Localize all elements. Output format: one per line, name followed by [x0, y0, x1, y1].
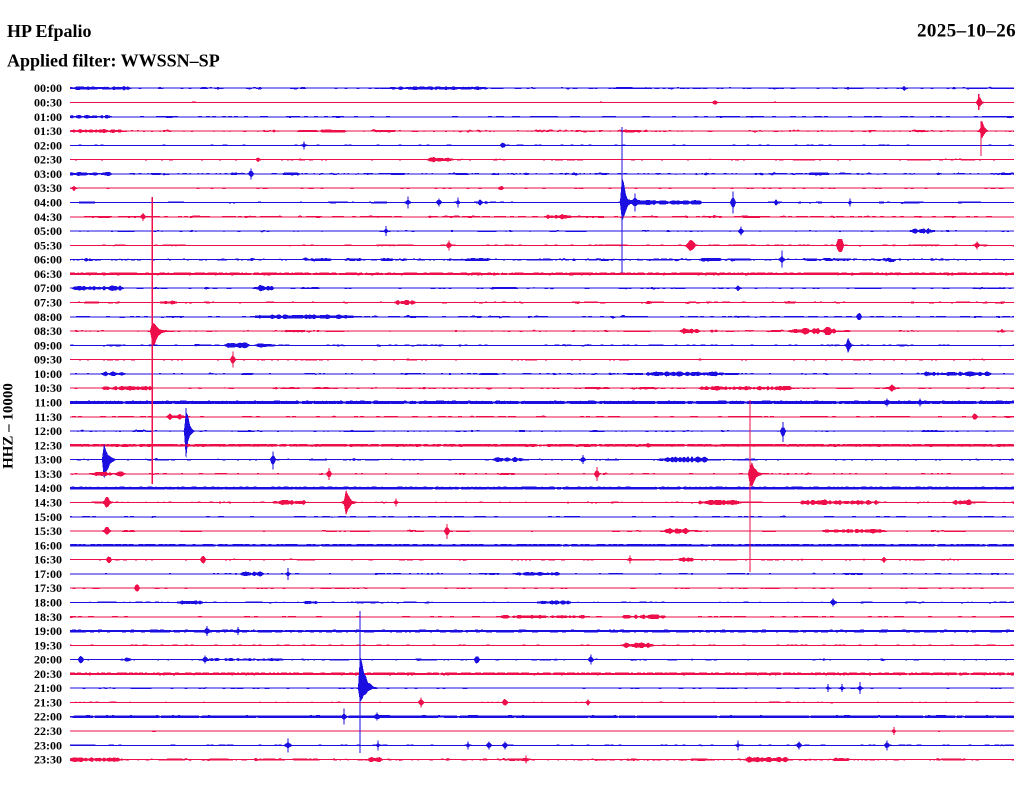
svg-text:04:00: 04:00	[34, 195, 62, 209]
svg-text:08:00: 08:00	[34, 310, 62, 324]
svg-text:12:00: 12:00	[34, 424, 62, 438]
svg-text:17:30: 17:30	[34, 581, 62, 595]
svg-text:Applied filter: WWSSN–SP: Applied filter: WWSSN–SP	[7, 51, 220, 71]
svg-text:02:30: 02:30	[34, 153, 62, 167]
svg-text:07:30: 07:30	[34, 295, 62, 309]
svg-text:07:00: 07:00	[34, 281, 62, 295]
svg-text:14:30: 14:30	[34, 495, 62, 509]
svg-text:16:00: 16:00	[34, 538, 62, 552]
svg-text:2025–10–26: 2025–10–26	[917, 21, 1016, 42]
svg-text:11:30: 11:30	[35, 410, 62, 424]
svg-text:19:30: 19:30	[34, 638, 62, 652]
svg-text:17:00: 17:00	[34, 567, 62, 581]
svg-text:05:00: 05:00	[34, 224, 62, 238]
svg-text:13:00: 13:00	[34, 453, 62, 467]
svg-text:20:30: 20:30	[34, 667, 62, 681]
svg-text:14:00: 14:00	[34, 481, 62, 495]
svg-text:HP Efpalio: HP Efpalio	[7, 21, 92, 41]
svg-text:15:00: 15:00	[34, 510, 62, 524]
svg-text:12:30: 12:30	[34, 438, 62, 452]
svg-text:03:00: 03:00	[34, 167, 62, 181]
svg-text:08:30: 08:30	[34, 324, 62, 338]
svg-text:19:00: 19:00	[34, 624, 62, 638]
svg-text:23:00: 23:00	[34, 738, 62, 752]
svg-text:21:00: 21:00	[34, 681, 62, 695]
svg-text:09:00: 09:00	[34, 338, 62, 352]
svg-text:22:30: 22:30	[34, 724, 62, 738]
svg-text:20:00: 20:00	[34, 653, 62, 667]
svg-text:02:00: 02:00	[34, 138, 62, 152]
svg-text:10:00: 10:00	[34, 367, 62, 381]
svg-text:18:00: 18:00	[34, 595, 62, 609]
svg-text:01:00: 01:00	[34, 110, 62, 124]
svg-text:06:30: 06:30	[34, 267, 62, 281]
svg-text:18:30: 18:30	[34, 610, 62, 624]
svg-text:15:30: 15:30	[34, 524, 62, 538]
svg-text:09:30: 09:30	[34, 353, 62, 367]
svg-text:21:30: 21:30	[34, 695, 62, 709]
svg-text:04:30: 04:30	[34, 210, 62, 224]
svg-text:13:30: 13:30	[34, 467, 62, 481]
svg-text:01:30: 01:30	[34, 124, 62, 138]
svg-text:03:30: 03:30	[34, 181, 62, 195]
svg-text:23:30: 23:30	[34, 753, 62, 767]
svg-text:06:00: 06:00	[34, 253, 62, 267]
svg-text:00:30: 00:30	[34, 95, 62, 109]
svg-text:05:30: 05:30	[34, 238, 62, 252]
svg-text:HHZ – 10000: HHZ – 10000	[1, 383, 17, 469]
svg-text:00:00: 00:00	[34, 81, 62, 95]
svg-text:10:30: 10:30	[34, 381, 62, 395]
svg-text:16:30: 16:30	[34, 553, 62, 567]
svg-text:11:00: 11:00	[35, 395, 62, 409]
svg-text:22:00: 22:00	[34, 710, 62, 724]
